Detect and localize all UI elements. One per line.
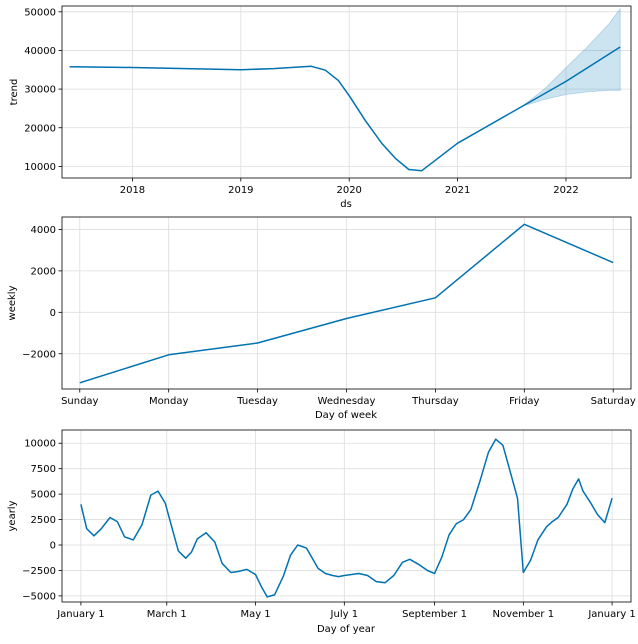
weekly-y-ticks: −2000 0 2000 4000 [22,225,62,360]
yearly-y-tick-label: 7500 [31,464,56,475]
trend-x-tick-label: 2021 [445,185,470,196]
weekly-x-ticks: Sunday Monday Tuesday Wednesday Thursday Frid… [61,389,636,407]
yearly-x-tick-label: May 1 [240,609,270,620]
weekly-y-tick-label: −2000 [22,349,56,360]
trend-axes-border [61,5,632,179]
trend-y-axis-label: trend [9,79,20,106]
weekly-x-tick-label: Saturday [591,396,636,407]
trend-grid [62,6,631,178]
weekly-x-tick-label: Sunday [61,396,98,407]
yearly-y-ticks: −5000 −2500 0 2500 5000 7500 10000 [22,439,62,602]
trend-y-tick-label: 10000 [24,162,56,173]
weekly-y-tick-label: 2000 [31,266,56,277]
weekly-x-tick-label: Wednesday [318,396,376,407]
yearly-y-tick-label: 2500 [31,515,56,526]
trend-x-tick-label: 2022 [553,185,578,196]
trend-y-tick-label: 40000 [24,46,56,57]
yearly-y-tick-label: −5000 [22,591,56,602]
trend-x-tick-label: 2020 [336,185,361,196]
weekly-x-axis-label: Day of week [315,410,377,421]
weekly-y-axis-label: weekly [7,285,18,320]
yearly-series-line [80,438,613,598]
trend-y-tick-label: 20000 [24,123,56,134]
trend-uncertainty-band [522,7,621,107]
weekly-x-tick-label: Thursday [411,396,459,407]
yearly-axes-frame [62,430,631,602]
weekly-grid [62,217,631,389]
weekly-y-tick-label: 0 [50,308,56,319]
yearly-y-tick-label: −2500 [22,566,56,577]
trend-y-tick-label: 50000 [24,7,56,18]
trend-y-tick-label: 30000 [24,85,56,96]
weekly-x-tick-label: Friday [509,396,539,407]
yearly-panel: January 1 March 1 May 1 July 1 September 1 No… [7,429,636,635]
trend-x-ticks: 2018 2019 2020 2021 2022 [120,178,579,196]
weekly-series-line [79,223,614,384]
trend-series-line [69,46,621,172]
yearly-axes-border [61,429,632,603]
yearly-y-axis-label: yearly [7,500,18,531]
yearly-x-tick-label: July 1 [330,609,359,620]
weekly-plot-area [79,223,614,384]
yearly-x-tick-label: January 1 [56,609,104,620]
trend-panel: 2018 2019 2020 2021 2022 10000 20000 30000 4000… [9,5,632,210]
trend-y-ticks: 10000 20000 30000 40000 50000 [24,7,62,173]
yearly-plot-area [80,438,613,598]
yearly-x-tick-label: November 1 [493,609,555,620]
yearly-y-tick-label: 0 [50,541,56,552]
weekly-x-tick-label: Tuesday [236,396,278,407]
yearly-y-tick-label: 10000 [24,439,56,450]
trend-plot-area [69,7,621,172]
yearly-x-axis-label: Day of year [317,624,376,635]
weekly-y-tick-label: 4000 [31,225,56,236]
yearly-x-tick-label: March 1 [147,609,187,620]
yearly-y-tick-label: 5000 [31,490,56,501]
yearly-x-tick-label: January 1 [587,609,635,620]
trend-x-tick-label: 2018 [120,185,145,196]
yearly-x-tick-label: September 1 [402,609,467,620]
weekly-x-tick-label: Monday [149,396,189,407]
yearly-x-ticks: January 1 March 1 May 1 July 1 September 1 No… [56,602,636,620]
trend-x-tick-label: 2019 [228,185,253,196]
trend-x-axis-label: ds [340,199,352,210]
weekly-panel: Sunday Monday Tuesday Wednesday Thursday Frid… [7,216,636,421]
